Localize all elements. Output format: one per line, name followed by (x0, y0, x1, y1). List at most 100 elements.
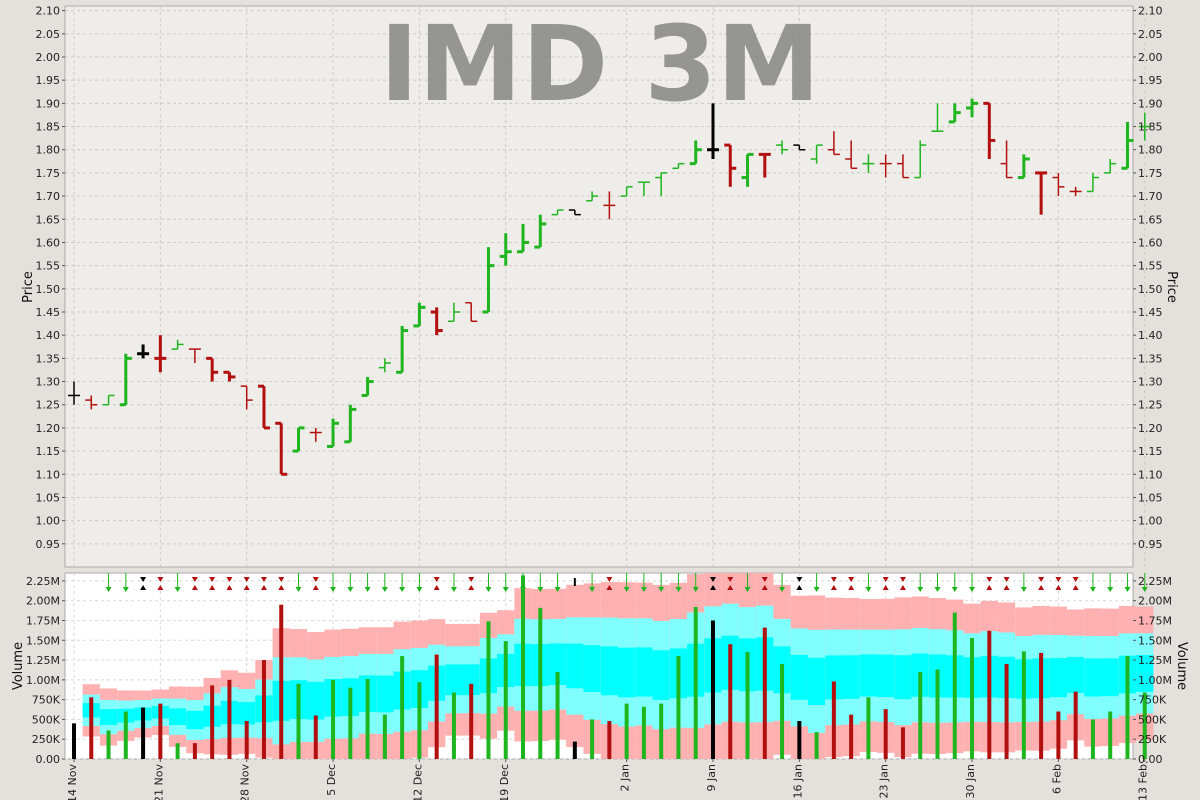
price-y-tick-label: 2.00 (1138, 51, 1163, 64)
signal-arrow-down (364, 587, 371, 592)
volume-y-tick-label: 1.50M (1138, 634, 1172, 647)
volume-y-tick-label: 2.00M (26, 595, 60, 608)
price-y-tick-label: 1.60 (1138, 236, 1163, 249)
volume-bar (831, 681, 836, 759)
signal-arrow-down (951, 587, 958, 592)
x-tick-label: 9 Jan (705, 764, 718, 791)
price-y-ticks-right: 0.95 1.00 1.05 1.10 1.15 1.20 1.25 1.30 1.35 1.40… (1133, 5, 1163, 551)
volume-band-inner (1067, 656, 1085, 693)
signal-arrow-down (554, 587, 561, 592)
price-y-tick-label: 1.95 (1138, 74, 1163, 87)
price-y-tick-label: 1.05 (1138, 491, 1163, 504)
volume-bar (158, 703, 163, 759)
volume-y-ticks-right: 0.00 250K 500K 750K 1.00M 1.25M 1.50M 1.75M 2.00… (1133, 575, 1172, 766)
signal-arrow-down (796, 577, 803, 582)
price-y-tick-label: 1.30 (36, 376, 61, 389)
signal-arrow-up (226, 585, 233, 590)
signal-arrow-down (260, 577, 267, 582)
signal-arrow-down (709, 577, 716, 582)
price-y-tick-label: 1.70 (36, 190, 61, 203)
volume-bar (210, 685, 215, 759)
volume-y-tick-label: 1.75M (1138, 614, 1172, 627)
price-y-tick-label: 1.95 (36, 74, 61, 87)
price-y-tick-label: 1.20 (36, 422, 61, 435)
price-y-tick-label: 1.75 (36, 167, 61, 180)
signal-arrow-down (1124, 587, 1131, 592)
volume-y-axis-label-left: Volume (11, 642, 26, 690)
volume-bar (331, 679, 336, 759)
volume-bars (72, 575, 1147, 759)
signal-arrow-down (917, 587, 924, 592)
price-y-ticks-left: 0.95 1.00 1.05 1.10 1.15 1.20 1.25 1.30 1.35 1.40… (36, 5, 65, 551)
volume-band-inner (376, 675, 394, 713)
volume-band-inner (859, 654, 878, 697)
signal-arrow-down (934, 587, 941, 592)
volume-bar (710, 620, 715, 759)
signal-arrow-up (243, 585, 250, 590)
volume-bar (417, 682, 422, 759)
price-y-tick-label: 1.50 (36, 283, 61, 296)
signal-arrow-down (658, 587, 665, 592)
volume-bands (82, 573, 1154, 759)
x-axis-date-ticks: 14 Nov 21 Nov 28 Nov 5 Dec 12 Dec 19 Dec 2 Jan… (66, 759, 1150, 800)
chart-title-watermark: IMD 3M (380, 3, 821, 125)
volume-bar (227, 679, 232, 759)
signal-arrow-down (191, 577, 198, 582)
volume-bar (918, 671, 923, 759)
x-tick-label: 16 Jan (791, 764, 804, 798)
signal-arrow-down (312, 577, 319, 582)
price-y-tick-label: 1.65 (36, 213, 61, 226)
signal-arrow-down (520, 587, 527, 592)
volume-band-inner (238, 702, 256, 725)
signal-arrow-down (278, 577, 285, 582)
price-bars (68, 98, 1151, 476)
signal-arrow-down (830, 577, 837, 582)
signal-arrow-up (209, 585, 216, 590)
x-tick-label: 23 Jan (878, 764, 891, 798)
signal-arrow-down (623, 587, 630, 592)
signal-arrow-up (1072, 585, 1079, 590)
price-y-tick-label: 1.40 (1138, 329, 1163, 342)
volume-y-tick-label: 750K (32, 694, 61, 707)
volume-y-tick-label: 1.25M (26, 654, 60, 667)
signal-arrow-up (140, 585, 147, 590)
volume-y-tick-label: 2.00M (1138, 595, 1172, 608)
signal-arrow-down (502, 587, 509, 592)
volume-bar (1004, 664, 1009, 759)
volume-bar (1021, 651, 1026, 759)
signal-arrow-down (416, 587, 423, 592)
signal-arrow-down (727, 577, 734, 582)
signal-arrow-down (882, 577, 889, 582)
volume-band-inner (1084, 658, 1102, 697)
price-y-tick-label: 1.45 (36, 306, 61, 319)
signal-arrow-down (1020, 587, 1027, 592)
signal-arrow-down (105, 587, 112, 592)
volume-bar (883, 709, 888, 759)
volume-bar (762, 627, 767, 759)
volume-y-tick-label: 0.00 (1138, 753, 1163, 766)
volume-bar (175, 743, 180, 759)
x-tick-label: 13 Feb (1137, 764, 1150, 800)
volume-y-tick-label: 1.25M (1138, 654, 1172, 667)
price-y-tick-label: 1.85 (1138, 121, 1163, 134)
volume-bar (849, 714, 854, 759)
price-y-tick-label: 1.50 (1138, 283, 1163, 296)
volume-band-inner (1101, 658, 1119, 697)
volume-band-inner (307, 681, 325, 720)
volume-bar (1039, 652, 1044, 759)
volume-bar (780, 664, 785, 759)
signal-arrow-down (347, 587, 354, 592)
signal-arrow-down (1055, 577, 1062, 582)
price-y-tick-label: 1.25 (1138, 399, 1163, 412)
volume-bar (244, 721, 249, 759)
signal-arrow-down (986, 577, 993, 582)
volume-bar (590, 719, 595, 759)
volume-y-tick-label: 1.50M (26, 634, 60, 647)
volume-bar (296, 683, 301, 759)
signal-arrow-up (312, 585, 319, 590)
volume-bar (935, 669, 940, 759)
volume-bar (814, 732, 819, 759)
volume-band-inner (618, 647, 636, 698)
volume-bar (987, 630, 992, 759)
volume-bar (486, 621, 491, 759)
